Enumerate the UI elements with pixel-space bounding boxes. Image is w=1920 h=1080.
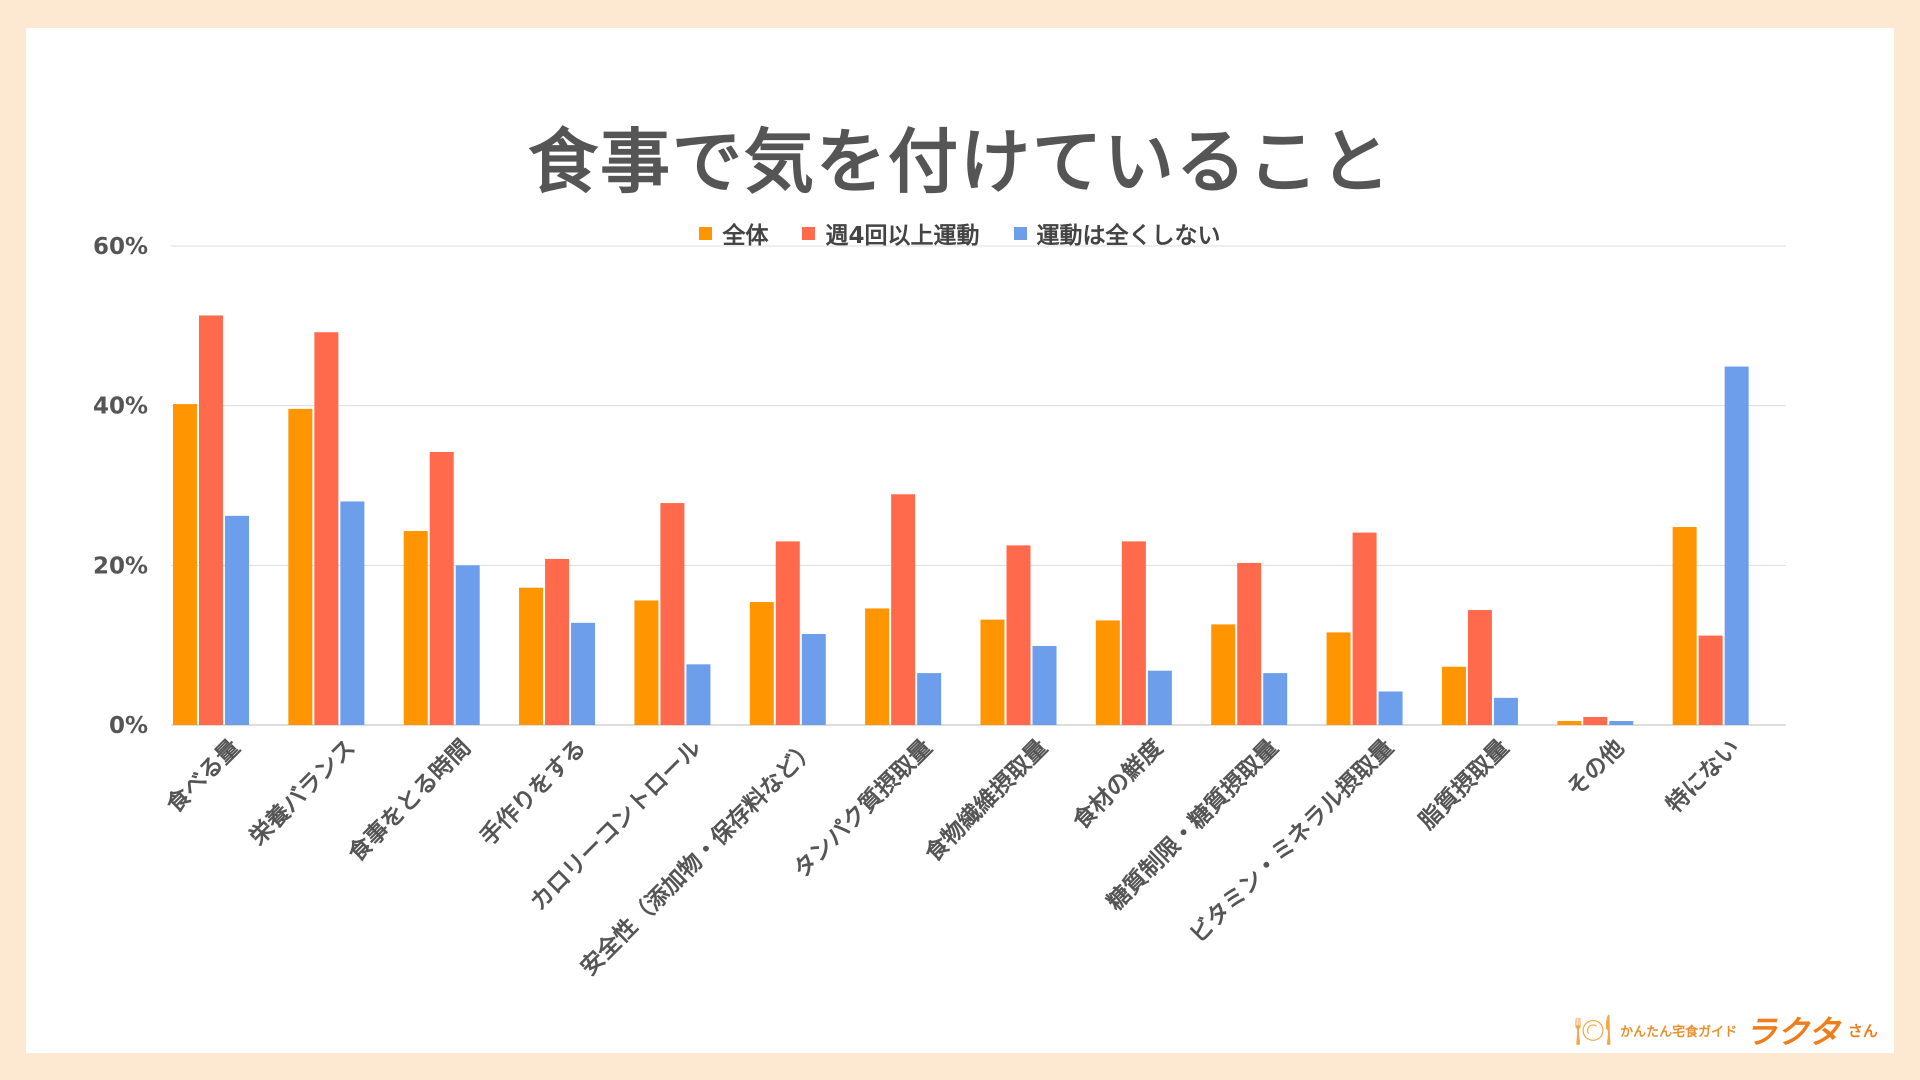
legend-label-overall: 全体 [722,223,769,249]
legend-item-exercise-4plus: 週4回以上運動 [802,216,980,250]
x-tick-label-5: 安全性（添加物・保存料など） [575,734,822,981]
bar-exercise-4plus-11 [1467,610,1492,725]
bar-exercise-4plus-12 [1583,717,1608,725]
x-tick-label-12: その他 [1562,735,1629,802]
x-tick-label-8: 食材の鮮度 [1068,733,1169,834]
x-tick-label-7: 食物繊維摂取量 [920,734,1053,867]
bar-exercise-4plus-6 [891,494,916,725]
y-tick-label-20: 20% [93,553,148,579]
bar-no-exercise-4 [686,664,711,725]
legend: 全体 週4回以上運動 運動は全くしない [26,216,1894,250]
x-tick-label-2: 食事をとる時間 [343,734,476,867]
bar-no-exercise-2 [455,565,480,725]
y-tick-label-0: 0% [109,713,148,739]
bar-no-exercise-9 [1263,673,1288,725]
bar-overall-2 [403,531,428,725]
bar-exercise-4plus-10 [1352,532,1377,725]
plate-icon: 🍽 [1574,1012,1613,1048]
y-tick-label-60: 60% [93,234,148,260]
chart-title: 食事で気を付けていること [528,121,1392,203]
bar-exercise-4plus-8 [1121,541,1146,725]
bar-overall-6 [865,608,890,725]
bar-overall-0 [173,404,197,725]
bar-no-exercise-6 [917,673,942,725]
logo-brand: ラクタ [1745,1013,1840,1051]
legend-item-overall: 全体 [699,216,768,250]
bar-exercise-4plus-9 [1237,562,1262,725]
bar-no-exercise-13 [1724,366,1749,725]
bar-overall-9 [1211,624,1236,725]
brand-logo: 🍽 かんたん宅食ガイド ラクタ さん [1574,1008,1878,1052]
legend-swatch-overall [699,226,713,240]
legend-item-no-exercise: 運動は全くしない [1013,216,1221,250]
bar-exercise-4plus-2 [429,451,454,725]
x-tick-label-11: 脂質摂取量 [1414,735,1514,835]
bar-no-exercise-1 [340,501,365,725]
bar-exercise-4plus-5 [775,541,800,725]
bar-overall-10 [1326,632,1351,725]
bar-overall-12 [1557,721,1582,725]
x-tick-label-1: 栄養バランス [244,734,361,851]
x-tick-label-0: 食べる量 [161,734,245,818]
bar-overall-1 [288,408,313,725]
bar-exercise-4plus-0 [199,315,223,725]
bar-no-exercise-12 [1609,721,1634,725]
y-tick-label-40: 40% [93,394,148,420]
bar-overall-7 [980,619,1005,725]
bar-no-exercise-5 [801,633,826,725]
bar-overall-11 [1441,666,1466,725]
logo-subtitle: かんたん宅食ガイド [1620,1024,1738,1040]
bar-no-exercise-0 [225,515,249,725]
x-tick-label-10: ビタミン・ミネラル摂取量 [1185,735,1399,949]
bar-no-exercise-3 [571,622,596,725]
x-tick-label-3: 手作りをする [475,735,591,851]
legend-swatch-exercise-4plus [802,226,816,240]
bar-overall-5 [749,602,774,725]
bar-overall-3 [519,587,544,725]
bar-no-exercise-11 [1493,697,1518,725]
x-tick-label-13: 特にない [1661,735,1744,818]
chart-card: 食事で気を付けていること 全体 週4回以上運動 運動は全くしない 0% 20% 40… [26,28,1894,1053]
legend-label-exercise-4plus: 週4回以上運動 [825,223,980,249]
legend-swatch-no-exercise [1013,226,1027,240]
bar-no-exercise-10 [1378,691,1403,725]
bar-exercise-4plus-1 [314,332,339,725]
bar-overall-13 [1672,527,1697,725]
legend-label-no-exercise: 運動は全くしない [1036,223,1221,249]
bar-overall-8 [1095,620,1120,725]
bar-exercise-4plus-7 [1006,545,1031,725]
logo-suffix: さん [1847,1021,1878,1040]
bar-exercise-4plus-13 [1698,635,1723,725]
bar-exercise-4plus-3 [545,558,570,725]
bar-no-exercise-8 [1147,670,1172,725]
bar-no-exercise-7 [1032,645,1057,725]
bar-overall-4 [634,600,659,725]
bar-exercise-4plus-4 [660,503,685,725]
